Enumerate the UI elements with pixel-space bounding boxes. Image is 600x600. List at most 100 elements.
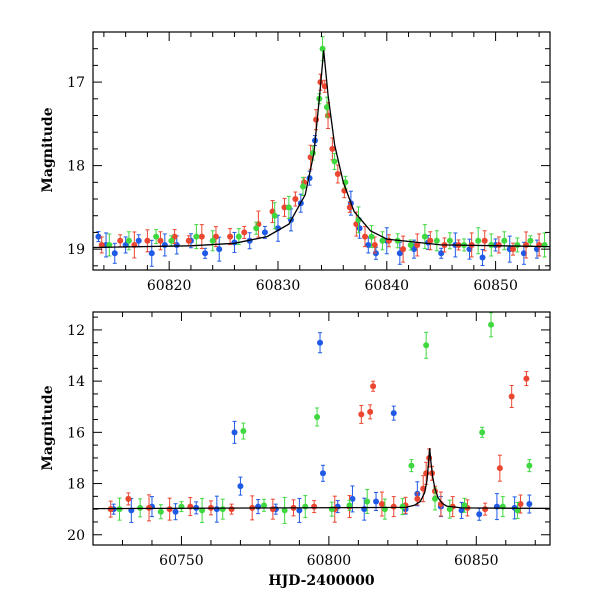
data-point	[212, 233, 219, 240]
x-tick-label: 60830	[256, 278, 301, 294]
data-point	[390, 503, 397, 510]
data-point	[399, 503, 406, 510]
data-point	[523, 375, 530, 382]
data-point	[166, 506, 173, 513]
data-point	[438, 250, 445, 257]
data-point	[475, 237, 482, 244]
data-point	[414, 495, 421, 502]
x-tick-label: 60840	[365, 278, 410, 294]
y-tick-label: 18	[67, 477, 85, 493]
model-curve-line	[93, 50, 550, 249]
data-point	[423, 342, 430, 349]
data-point	[433, 237, 440, 244]
data-point	[390, 410, 397, 417]
data-point	[517, 501, 524, 508]
x-tick-label: 60750	[159, 553, 204, 569]
data-point	[488, 321, 495, 328]
y-tick-label: 14	[67, 374, 85, 390]
data-point	[255, 503, 262, 510]
data-point	[379, 237, 386, 244]
data-point	[216, 246, 223, 253]
data-point	[400, 246, 407, 253]
data-point	[314, 413, 321, 420]
data-point	[488, 241, 495, 248]
y-tick-label: 19	[67, 242, 85, 258]
data-point	[311, 503, 318, 510]
data-point	[116, 506, 123, 513]
data-point	[479, 254, 486, 261]
data-point	[523, 241, 530, 248]
data-point	[495, 241, 502, 248]
data-point	[219, 506, 226, 513]
y-axis-title: Magnitude	[40, 385, 56, 470]
data-point	[461, 502, 468, 509]
data-point	[526, 501, 533, 508]
data-point	[296, 507, 303, 514]
data-point	[476, 511, 483, 518]
data-point	[526, 462, 533, 469]
x-tick-label: 60850	[473, 278, 518, 294]
data-point	[520, 250, 527, 257]
data-point	[227, 233, 234, 240]
data-point	[371, 241, 378, 248]
data-point	[285, 204, 292, 211]
data-point	[95, 233, 102, 240]
plot-area	[93, 36, 550, 267]
data-point	[410, 246, 417, 253]
x-tick-label: 60820	[147, 278, 192, 294]
data-point	[482, 506, 489, 513]
y-tick-label: 17	[67, 75, 85, 91]
data-point	[193, 233, 200, 240]
data-point	[346, 502, 353, 509]
y-tick-label: 20	[67, 528, 85, 544]
data-point	[364, 498, 371, 505]
data-point	[432, 495, 439, 502]
data-point	[323, 104, 330, 111]
data-point	[319, 45, 326, 52]
data-point	[370, 383, 377, 390]
data-point	[300, 183, 307, 190]
data-point	[117, 237, 124, 244]
data-point	[346, 204, 353, 211]
data-point	[446, 506, 453, 513]
data-point	[373, 498, 380, 505]
data-point	[414, 241, 421, 248]
data-point	[157, 508, 164, 515]
data-point	[111, 250, 118, 257]
data-point	[349, 495, 356, 502]
data-point	[199, 507, 206, 514]
data-point	[271, 212, 278, 219]
data-point	[241, 229, 248, 236]
data-point	[479, 429, 486, 436]
y-tick-label: 12	[67, 323, 85, 339]
data-point	[228, 506, 235, 513]
data-point	[292, 196, 299, 203]
data-point	[378, 501, 385, 508]
data-point	[269, 506, 276, 513]
data-point	[281, 204, 288, 211]
data-point	[514, 241, 521, 248]
data-point	[237, 483, 244, 490]
data-point	[496, 465, 503, 472]
data-point	[240, 428, 247, 435]
data-point	[153, 233, 160, 240]
data-point	[481, 237, 488, 244]
data-point	[358, 411, 365, 418]
data-point	[235, 233, 242, 240]
data-point	[396, 250, 403, 257]
data-point	[329, 145, 336, 152]
data-point	[368, 233, 375, 240]
data-point	[148, 250, 155, 257]
data-point	[313, 116, 320, 123]
data-point	[125, 495, 132, 502]
model-curve-line	[93, 448, 550, 510]
data-point	[157, 237, 164, 244]
data-point	[321, 83, 328, 90]
data-point	[202, 250, 209, 257]
data-point	[172, 508, 179, 515]
data-point	[514, 507, 521, 514]
data-point	[317, 339, 324, 346]
data-point	[261, 229, 268, 236]
full-lightcurve-panel: 60750 60800 60850 12 14 16 18 20 Magnitude HJD-24…	[40, 311, 551, 589]
data-point	[367, 408, 374, 415]
